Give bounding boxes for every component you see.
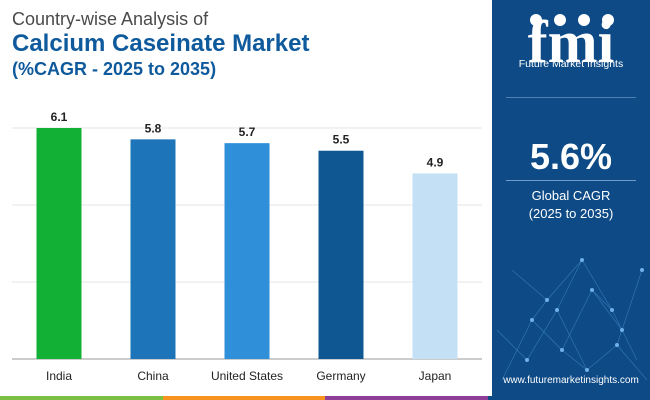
category-label: India: [46, 369, 72, 383]
logo-dot-icon: [554, 14, 566, 26]
sidebar-panel: fmi Future Market Insights 5.6% Global C…: [492, 0, 650, 400]
title-line-1: Country-wise Analysis of: [12, 9, 209, 29]
category-label: Germany: [316, 369, 365, 383]
cagr-label-line-1: Global CAGR: [531, 188, 611, 203]
value-label: 5.5: [333, 133, 350, 147]
logo-dot-icon: [578, 14, 590, 26]
category-labels: India China United States Germany Japan: [46, 369, 451, 383]
global-cagr-label: Global CAGR (2025 to 2035): [492, 187, 650, 223]
value-label: 6.1: [51, 110, 68, 124]
bar-china: [130, 139, 176, 359]
value-labels: 6.1 5.8 5.7 5.5 4.9: [51, 110, 444, 169]
title-line-2: Calcium Caseinate Market: [12, 30, 310, 57]
value-label: 5.7: [239, 125, 256, 139]
bar-japan: [412, 173, 458, 359]
category-label: Japan: [419, 369, 452, 383]
category-label: China: [137, 369, 169, 383]
bar-germany: [318, 150, 364, 359]
global-cagr-value: 5.6%: [529, 136, 613, 177]
bar-india: [36, 128, 82, 359]
footer-color-segment: [325, 396, 488, 400]
chart-title: Country-wise Analysis of Calcium Caseina…: [12, 8, 482, 80]
cagr-label-line-2: (2025 to 2035): [528, 206, 614, 221]
bar-chart: 6.1 5.8 5.7 5.5 4.9 India China United States G…: [12, 110, 482, 383]
logo-letters: fmi: [528, 10, 615, 74]
logo-tagline: Future Market Insights: [518, 58, 624, 70]
footer-color-bar: [0, 396, 650, 400]
bars: [36, 128, 458, 359]
divider: [506, 97, 636, 98]
category-label: United States: [211, 369, 283, 383]
value-label: 5.8: [145, 121, 162, 135]
logo-dot-icon: [530, 14, 542, 26]
fmi-logo: fmi: [528, 10, 615, 74]
logo-dot-icon: [602, 14, 614, 26]
network-graphic-icon: [496, 258, 648, 381]
footer-color-segment: [162, 396, 325, 400]
website-url: www.futuremarketinsights.com: [503, 375, 639, 386]
value-label: 4.9: [427, 155, 444, 169]
divider: [506, 180, 636, 181]
footer-color-segment: [0, 396, 163, 400]
bar-united-states: [224, 143, 270, 359]
title-line-3: (%CAGR - 2025 to 2035): [12, 59, 217, 79]
footer-color-segment: [487, 396, 650, 400]
